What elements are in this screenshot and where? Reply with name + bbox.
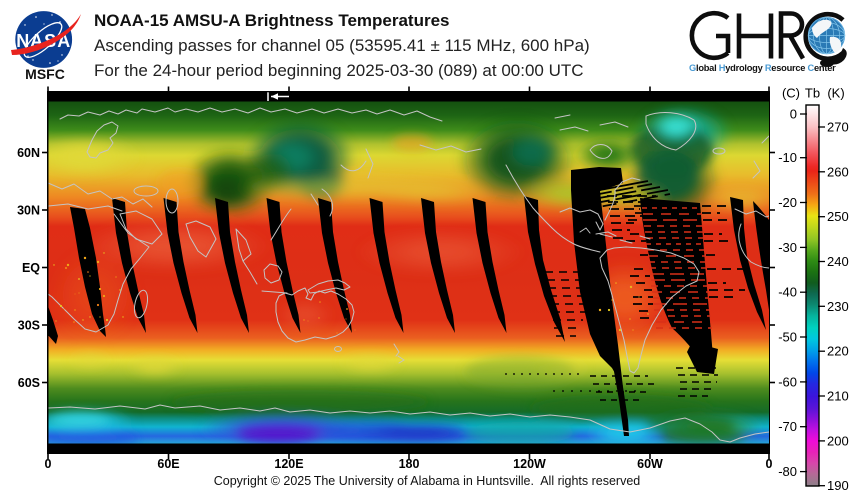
svg-text:60W: 60W: [637, 457, 663, 471]
svg-text:60E: 60E: [157, 457, 179, 471]
svg-text:-10: -10: [778, 150, 797, 165]
svg-text:190: 190: [827, 478, 849, 493]
svg-text:240: 240: [827, 254, 849, 269]
svg-text:210: 210: [827, 389, 849, 404]
svg-text:230: 230: [827, 299, 849, 314]
svg-text:120E: 120E: [274, 457, 303, 471]
svg-text:0: 0: [790, 107, 797, 122]
svg-text:0: 0: [766, 457, 773, 471]
svg-text:-70: -70: [778, 419, 797, 434]
svg-text:60N: 60N: [17, 146, 40, 160]
svg-text:Tb: Tb: [805, 86, 820, 101]
svg-text:-80: -80: [778, 464, 797, 479]
svg-text:30N: 30N: [17, 204, 40, 218]
svg-text:-40: -40: [778, 285, 797, 300]
svg-text:EQ: EQ: [22, 261, 40, 275]
svg-text:(K): (K): [827, 86, 844, 101]
svg-text:-20: -20: [778, 195, 797, 210]
svg-text:120W: 120W: [513, 457, 546, 471]
svg-text:Global Hydrology Resource Cent: Global Hydrology Resource Center: [689, 63, 836, 73]
svg-text:(C): (C): [782, 86, 800, 101]
svg-text:0: 0: [45, 457, 52, 471]
svg-text:MSFC: MSFC: [25, 66, 65, 82]
svg-text:-30: -30: [778, 240, 797, 255]
svg-text:-60: -60: [778, 374, 797, 389]
svg-text:270: 270: [827, 120, 849, 135]
svg-text:60S: 60S: [18, 376, 40, 390]
svg-text:220: 220: [827, 344, 849, 359]
svg-text:-50: -50: [778, 330, 797, 345]
svg-text:30S: 30S: [18, 319, 40, 333]
svg-text:260: 260: [827, 164, 849, 179]
svg-text:250: 250: [827, 209, 849, 224]
svg-text:180: 180: [399, 457, 420, 471]
svg-text:200: 200: [827, 433, 849, 448]
